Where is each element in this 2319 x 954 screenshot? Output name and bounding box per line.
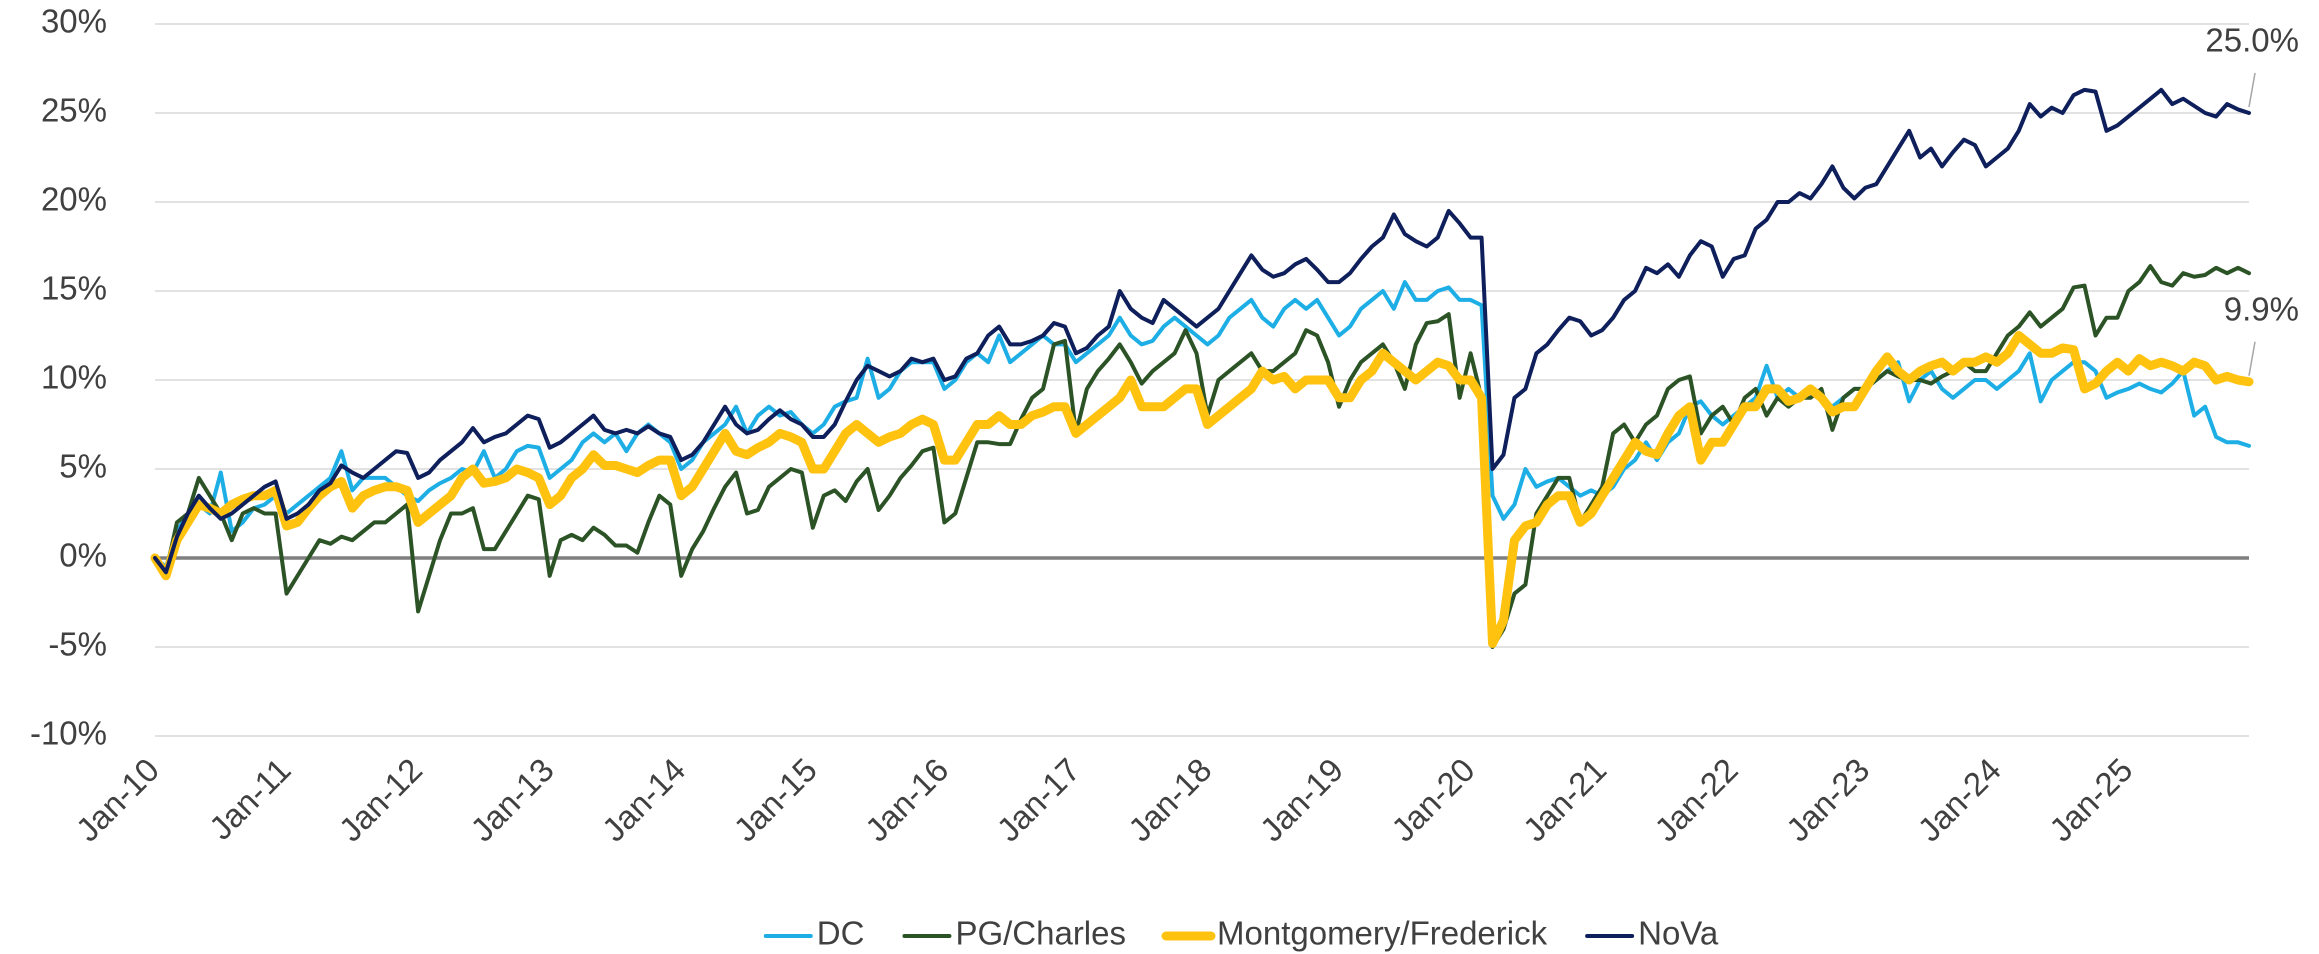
x-tick-label: Jan-15 <box>726 751 824 849</box>
label-leader <box>2248 341 2256 376</box>
x-tick-label: Jan-25 <box>2042 751 2140 849</box>
y-tick-label: 15% <box>41 270 107 307</box>
x-tick-label: Jan-19 <box>1253 751 1351 849</box>
x-tick-label: Jan-13 <box>463 751 561 849</box>
series-line <box>153 280 2251 569</box>
x-tick-label: Jan-17 <box>990 751 1088 849</box>
y-tick-label: -10% <box>30 715 107 752</box>
x-tick-label: Jan-18 <box>1121 751 1219 849</box>
x-tick-label: Jan-11 <box>202 751 298 847</box>
y-tick-label: 25% <box>41 92 107 129</box>
y-tick-label: 0% <box>59 537 107 574</box>
x-tick-label: Jan-22 <box>1647 751 1745 849</box>
series-line <box>150 331 2254 648</box>
legend-label: PG/Charles <box>955 915 1126 952</box>
data-label: 25.0% <box>2205 22 2299 59</box>
y-tick-label: 5% <box>59 448 107 485</box>
legend-label: Montgomery/Frederick <box>1217 915 1548 952</box>
x-tick-label: Jan-16 <box>858 751 956 849</box>
data-label: 9.9% <box>2224 290 2299 327</box>
x-tick-label: Jan-23 <box>1779 751 1877 849</box>
x-tick-label: Jan-14 <box>595 751 693 849</box>
x-tick-label: Jan-21 <box>1516 751 1614 849</box>
legend-label: NoVa <box>1638 915 1719 952</box>
legend-label: DC <box>817 915 865 952</box>
series-line <box>153 87 2251 575</box>
y-tick-label: 20% <box>41 181 107 218</box>
x-tick-label: Jan-20 <box>1384 751 1482 849</box>
label-leader <box>2248 72 2256 108</box>
x-tick-label: Jan-24 <box>1910 751 2008 849</box>
y-tick-label: -5% <box>48 626 107 663</box>
y-tick-label: 10% <box>41 359 107 396</box>
y-tick-label: 30% <box>41 3 107 40</box>
x-tick-label: Jan-10 <box>69 751 167 849</box>
x-tick-label: Jan-12 <box>332 751 430 849</box>
